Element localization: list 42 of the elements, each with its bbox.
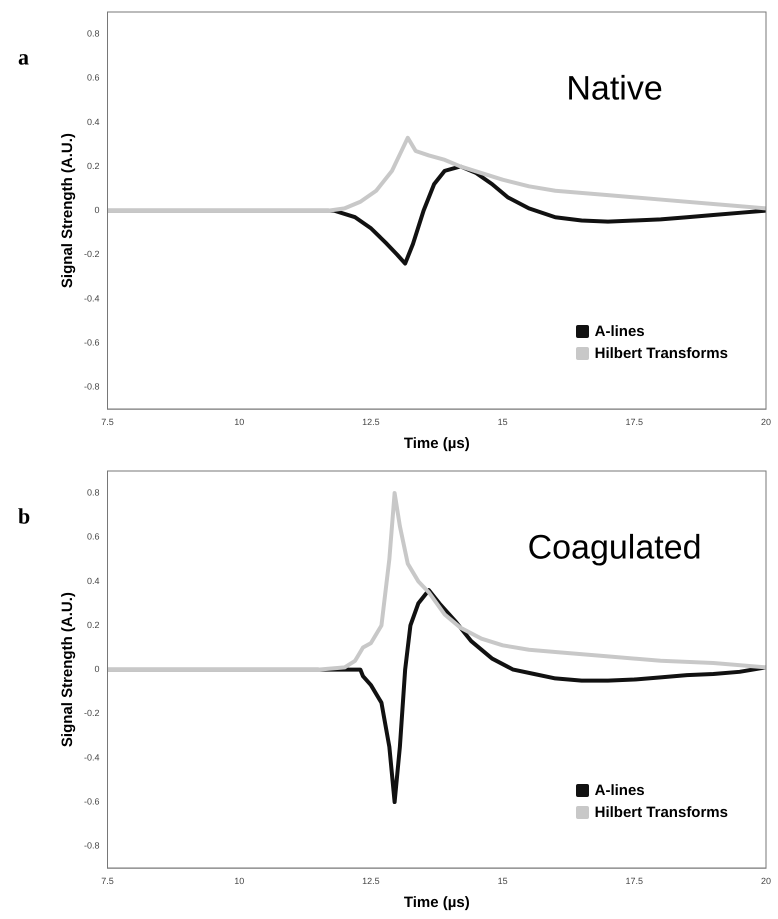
y-tick-label: 0.2 [86,620,100,630]
y-tick-label: -0.6 [84,796,100,806]
x-tick-label: 15 [498,876,508,886]
x-tick-label: 20 [760,876,772,886]
x-tick-label: 7.5 [101,417,114,428]
y-tick-label: -0.4 [84,293,100,304]
y-tick-label: 0.8 [86,28,100,39]
y-tick-label: 0 [94,664,100,674]
x-tick-label: 17.5 [626,876,644,886]
y-axis-title: Signal Strength (A.U.) [59,592,76,748]
y-tick-label: 0 [94,205,100,216]
legend-label: A-lines [594,322,645,340]
y-tick-label: 0.6 [86,532,100,542]
x-tick-label: 17.5 [626,417,644,428]
legend-label: A-lines [594,782,645,798]
y-tick-label: 0.8 [86,488,100,498]
x-axis-title: Time (µs) [404,435,470,452]
annotation: Native [566,69,663,108]
x-axis-title: Time (µs) [404,894,470,912]
y-tick-label: -0.8 [84,840,100,851]
y-tick-label: -0.2 [84,249,100,260]
text: a [18,44,29,70]
y-tick-label: 0.2 [86,160,100,171]
y-tick-label: -0.6 [84,337,100,348]
y-tick-label: 0.4 [86,116,100,127]
x-tick-label: 12.5 [362,417,380,428]
y-tick-label: 0.6 [86,72,100,83]
x-tick-label: 7.5 [101,876,114,886]
x-tick-label: 15 [498,417,508,428]
x-tick-label: 10 [234,876,244,886]
y-axis-title: Signal Strength (A.U.) [59,133,76,288]
x-tick-label: 12.5 [362,876,380,886]
annotation: Coagulated [528,528,702,566]
y-tick-label: -0.8 [84,382,100,392]
legend-label: Hilbert Transforms [594,344,728,362]
legend-label: Hilbert Transforms [594,804,728,820]
x-tick-label: 20 [760,417,772,428]
y-tick-label: 0.4 [86,576,100,586]
y-tick-label: -0.2 [84,708,100,718]
text: b [18,504,30,529]
y-tick-label: -0.4 [84,752,100,762]
x-tick-label: 10 [234,417,244,428]
